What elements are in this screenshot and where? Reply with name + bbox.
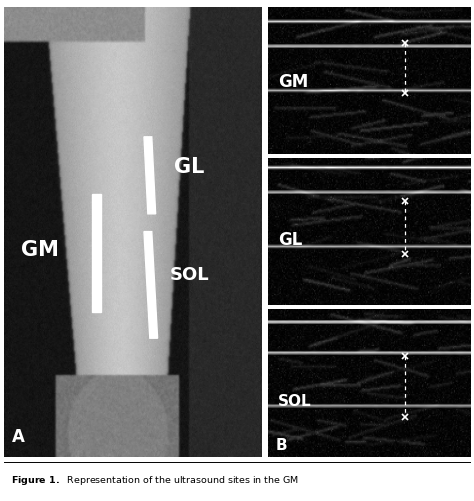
Text: B: B [276,437,288,452]
Text: SOL: SOL [169,266,209,284]
Polygon shape [144,232,157,339]
Text: SOL: SOL [278,393,312,408]
Text: GL: GL [278,230,302,248]
Polygon shape [144,138,155,214]
Text: GL: GL [174,157,204,177]
Text: A: A [11,427,25,445]
Bar [92,194,101,313]
Text: $\bf{Figure\ 1.}$  Representation of the ultrasound sites in the GM: $\bf{Figure\ 1.}$ Representation of the … [11,473,299,486]
Text: GM: GM [278,73,309,91]
Text: GM: GM [21,240,59,260]
